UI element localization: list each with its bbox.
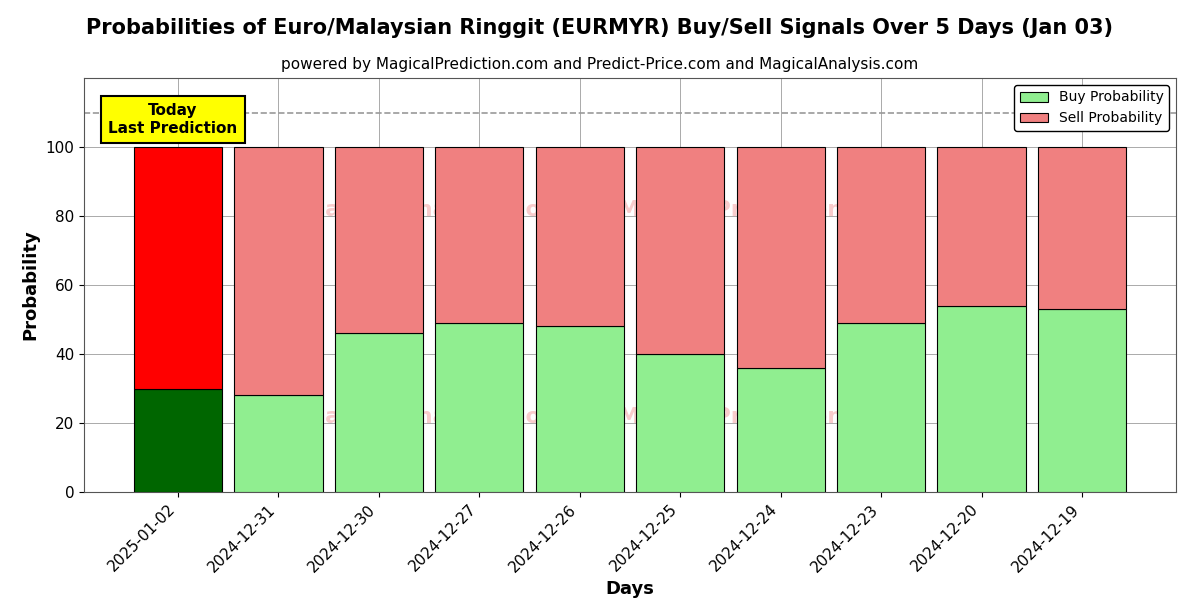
Bar <box>535 147 624 326</box>
Text: MagicalAnalysis.com: MagicalAnalysis.com <box>302 200 564 220</box>
Legend: Buy Probability, Sell Probability: Buy Probability, Sell Probability <box>1014 85 1169 131</box>
Text: MagicalAnalysis.com: MagicalAnalysis.com <box>302 407 564 427</box>
Text: Today
Last Prediction: Today Last Prediction <box>108 103 238 136</box>
Bar <box>133 147 222 389</box>
Bar <box>1038 309 1127 492</box>
X-axis label: Days: Days <box>606 580 654 598</box>
Text: MagicalPrediction.com: MagicalPrediction.com <box>618 200 904 220</box>
Bar <box>234 147 323 395</box>
Bar <box>1038 147 1127 309</box>
Y-axis label: Probability: Probability <box>22 230 40 340</box>
Bar <box>436 147 523 323</box>
Text: MagicalPrediction.com: MagicalPrediction.com <box>618 407 904 427</box>
Bar <box>836 147 925 323</box>
Bar <box>133 389 222 492</box>
Text: powered by MagicalPrediction.com and Predict-Price.com and MagicalAnalysis.com: powered by MagicalPrediction.com and Pre… <box>281 57 919 72</box>
Bar <box>535 326 624 492</box>
Text: Probabilities of Euro/Malaysian Ringgit (EURMYR) Buy/Sell Signals Over 5 Days (J: Probabilities of Euro/Malaysian Ringgit … <box>86 18 1114 38</box>
Bar <box>737 147 824 368</box>
Bar <box>937 147 1026 305</box>
Bar <box>636 147 725 354</box>
Bar <box>937 305 1026 492</box>
Bar <box>836 323 925 492</box>
Bar <box>737 368 824 492</box>
Bar <box>234 395 323 492</box>
Bar <box>335 333 424 492</box>
Bar <box>436 323 523 492</box>
Bar <box>636 354 725 492</box>
Bar <box>335 147 424 333</box>
